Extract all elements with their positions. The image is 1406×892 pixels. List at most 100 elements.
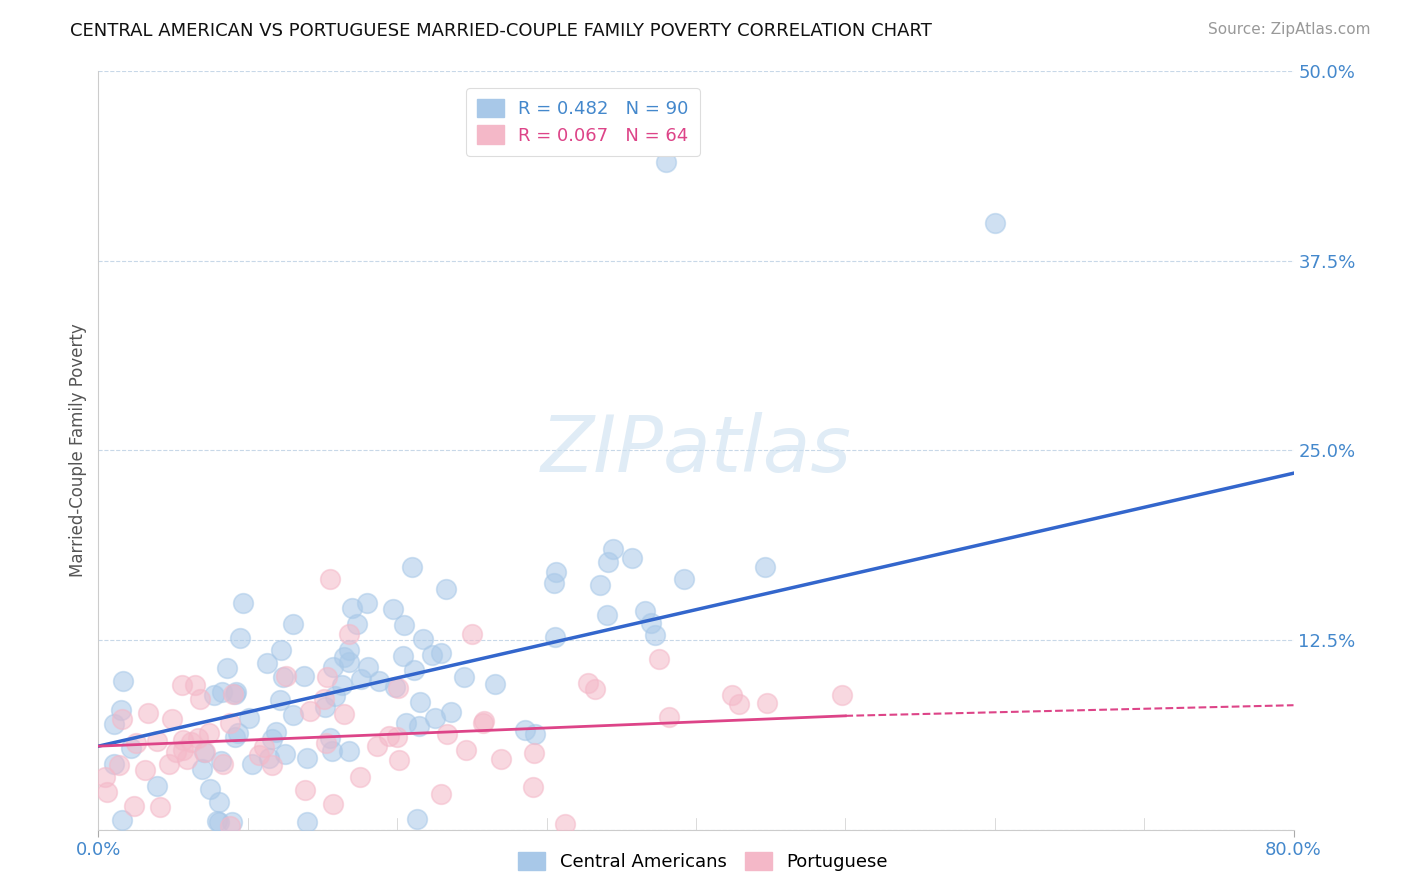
Point — [110, 813, 132, 827]
Point — [472, 715, 495, 730]
Point — [276, 669, 298, 683]
Point — [225, 685, 247, 699]
Point — [337, 655, 360, 669]
Point — [461, 627, 484, 641]
Point — [330, 678, 353, 692]
Point — [357, 660, 380, 674]
Point — [634, 604, 657, 618]
Point — [409, 694, 432, 708]
Point — [316, 670, 339, 684]
Point — [544, 630, 567, 644]
Point — [219, 716, 242, 731]
Point — [337, 744, 360, 758]
Point — [187, 731, 209, 746]
Point — [453, 670, 475, 684]
Point — [349, 770, 371, 784]
Point — [208, 815, 231, 830]
Point — [340, 600, 363, 615]
Point — [314, 700, 336, 714]
Point — [262, 757, 284, 772]
Point — [96, 785, 118, 799]
Point — [720, 688, 742, 702]
Point — [172, 733, 194, 747]
Point — [640, 615, 662, 630]
Point — [221, 815, 243, 830]
Point — [489, 752, 512, 766]
Point — [430, 787, 453, 801]
Point — [381, 601, 404, 615]
Point — [294, 669, 316, 683]
Point — [219, 819, 242, 833]
Point — [157, 756, 180, 771]
Point — [337, 627, 360, 641]
Point — [315, 736, 337, 750]
Point — [112, 674, 135, 689]
Point — [162, 712, 184, 726]
Text: ZIPatlas: ZIPatlas — [540, 412, 852, 489]
Point — [146, 779, 169, 793]
Point — [108, 758, 131, 772]
Point — [149, 800, 172, 814]
Legend: Central Americans, Portuguese: Central Americans, Portuguese — [510, 845, 896, 879]
Point — [224, 687, 246, 701]
Point — [136, 706, 159, 720]
Point — [134, 763, 156, 777]
Point — [356, 596, 378, 610]
Point — [319, 731, 342, 746]
Point — [180, 735, 202, 749]
Point — [523, 746, 546, 760]
Point — [366, 739, 388, 753]
Point — [522, 780, 544, 794]
Point — [247, 748, 270, 763]
Point — [436, 727, 458, 741]
Point — [472, 714, 495, 728]
Point — [420, 648, 443, 662]
Point — [423, 711, 446, 725]
Point — [333, 650, 356, 665]
Point — [94, 770, 117, 784]
Point — [172, 678, 194, 692]
Point — [368, 674, 391, 689]
Point — [405, 812, 427, 826]
Point — [165, 745, 187, 759]
Point — [183, 678, 205, 692]
Point — [384, 680, 406, 694]
Point — [754, 560, 776, 574]
Point — [412, 632, 434, 647]
Point — [673, 572, 696, 586]
Legend: R = 0.482   N = 90, R = 0.067   N = 64: R = 0.482 N = 90, R = 0.067 N = 64 — [465, 88, 700, 155]
Point — [294, 783, 316, 797]
Point — [312, 692, 335, 706]
Point — [266, 725, 288, 739]
Point — [484, 677, 506, 691]
Point — [271, 670, 294, 684]
Point — [120, 740, 142, 755]
Point — [337, 643, 360, 657]
Point — [222, 687, 245, 701]
Point — [394, 618, 416, 632]
Point — [176, 751, 198, 765]
Point — [350, 672, 373, 686]
Point — [209, 754, 232, 768]
Point — [190, 762, 212, 776]
Point — [388, 753, 411, 767]
Point — [125, 735, 148, 749]
Point — [172, 742, 194, 756]
Point — [346, 617, 368, 632]
Point — [252, 739, 274, 754]
Point — [648, 651, 671, 665]
Point — [596, 608, 619, 623]
Point — [321, 744, 343, 758]
Point — [269, 693, 291, 707]
Point — [224, 730, 246, 744]
Point — [655, 155, 678, 169]
Point — [205, 814, 228, 828]
Point — [644, 628, 666, 642]
Point — [215, 660, 238, 674]
Point — [401, 559, 423, 574]
Point — [430, 646, 453, 660]
Point — [546, 565, 568, 579]
Point — [621, 550, 644, 565]
Point — [602, 541, 624, 556]
Point — [831, 688, 853, 702]
